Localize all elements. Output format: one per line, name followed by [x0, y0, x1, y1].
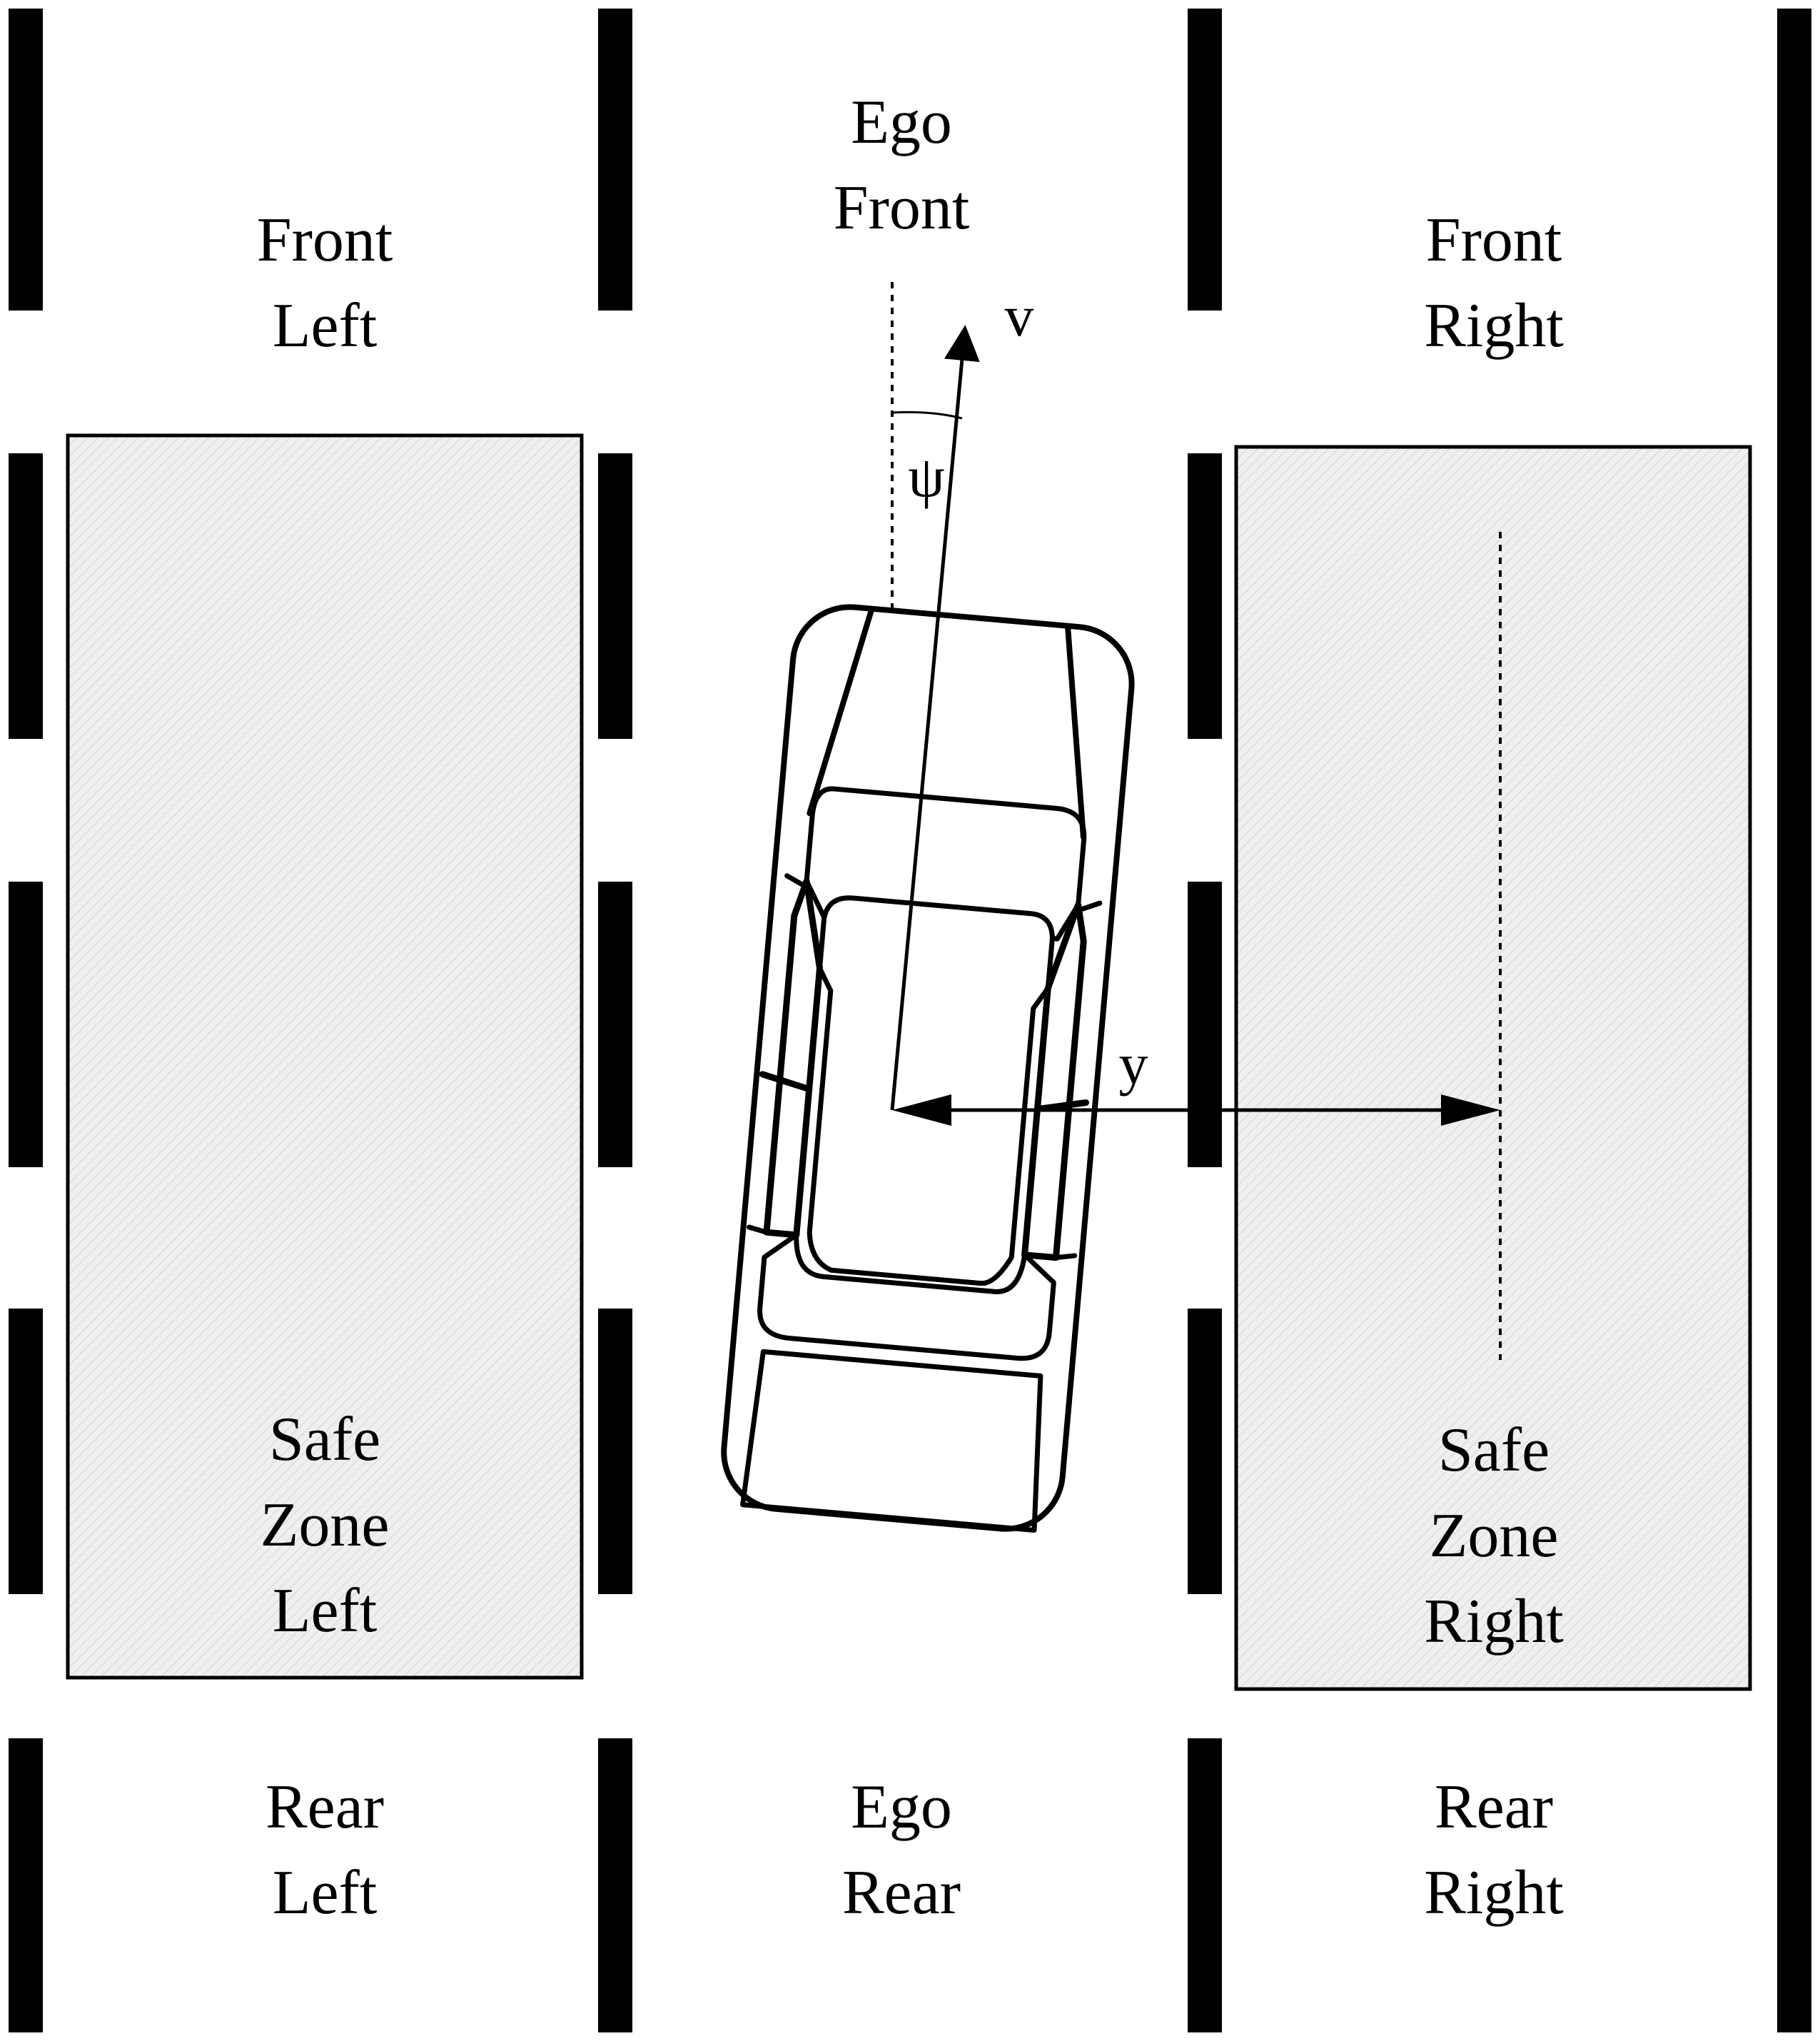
ego-rear-line2: Rear [842, 1858, 961, 1927]
safe-zone-left-area [66, 433, 584, 1680]
lane-line-right-solid [1777, 9, 1811, 2032]
lateral-offset-symbol: y [1119, 1032, 1148, 1097]
safe-zone-right-area [1234, 445, 1752, 1691]
safe-zone-right-line1: Safe [1438, 1416, 1549, 1485]
rear-right-line2: Right [1424, 1858, 1564, 1927]
ego-front-line2: Front [834, 173, 970, 243]
region-rear-left: Rear Left [266, 1773, 384, 1927]
velocity-arrow [890, 325, 980, 1111]
safe-zone-left-line1: Safe [269, 1405, 380, 1474]
lane-line-ego-left [598, 9, 632, 2032]
ego-car [721, 604, 1135, 1533]
region-ego-front: Ego Front [834, 88, 970, 243]
safe-zone-right-line3: Right [1424, 1587, 1564, 1656]
lane-line-left [9, 9, 43, 2032]
rear-right-line1: Rear [1435, 1773, 1553, 1842]
safe-zone-right-line2: Zone [1430, 1501, 1559, 1571]
velocity-symbol: v [1005, 283, 1034, 348]
front-left-line1: Front [257, 206, 393, 275]
rear-left-line2: Left [273, 1858, 378, 1927]
safe-zone-left-line2: Zone [261, 1491, 390, 1560]
heading-angle-symbol: ψ [908, 444, 944, 509]
lateral-offset-arrowhead-left [892, 1094, 951, 1126]
ego-front-line1: Ego [851, 88, 952, 157]
region-rear-right: Rear Right [1424, 1773, 1564, 1927]
region-safe-zone-right: Safe Zone Right [1424, 1416, 1564, 1656]
region-front-right: Front Right [1424, 206, 1564, 361]
front-right-line1: Front [1426, 206, 1562, 275]
heading-angle-arc [891, 410, 963, 420]
lane-line-ego-right [1188, 9, 1222, 2032]
rear-left-line1: Rear [266, 1773, 384, 1842]
front-right-line2: Right [1424, 291, 1564, 361]
front-left-line2: Left [273, 291, 378, 361]
region-front-left: Front Left [257, 206, 393, 361]
region-ego-rear: Ego Rear [842, 1773, 961, 1927]
safe-zone-left-line3: Left [273, 1576, 378, 1646]
region-safe-zone-left: Safe Zone Left [261, 1405, 390, 1646]
ego-rear-line1: Ego [851, 1773, 952, 1842]
lateral-offset-arrowhead-right [1441, 1094, 1500, 1126]
